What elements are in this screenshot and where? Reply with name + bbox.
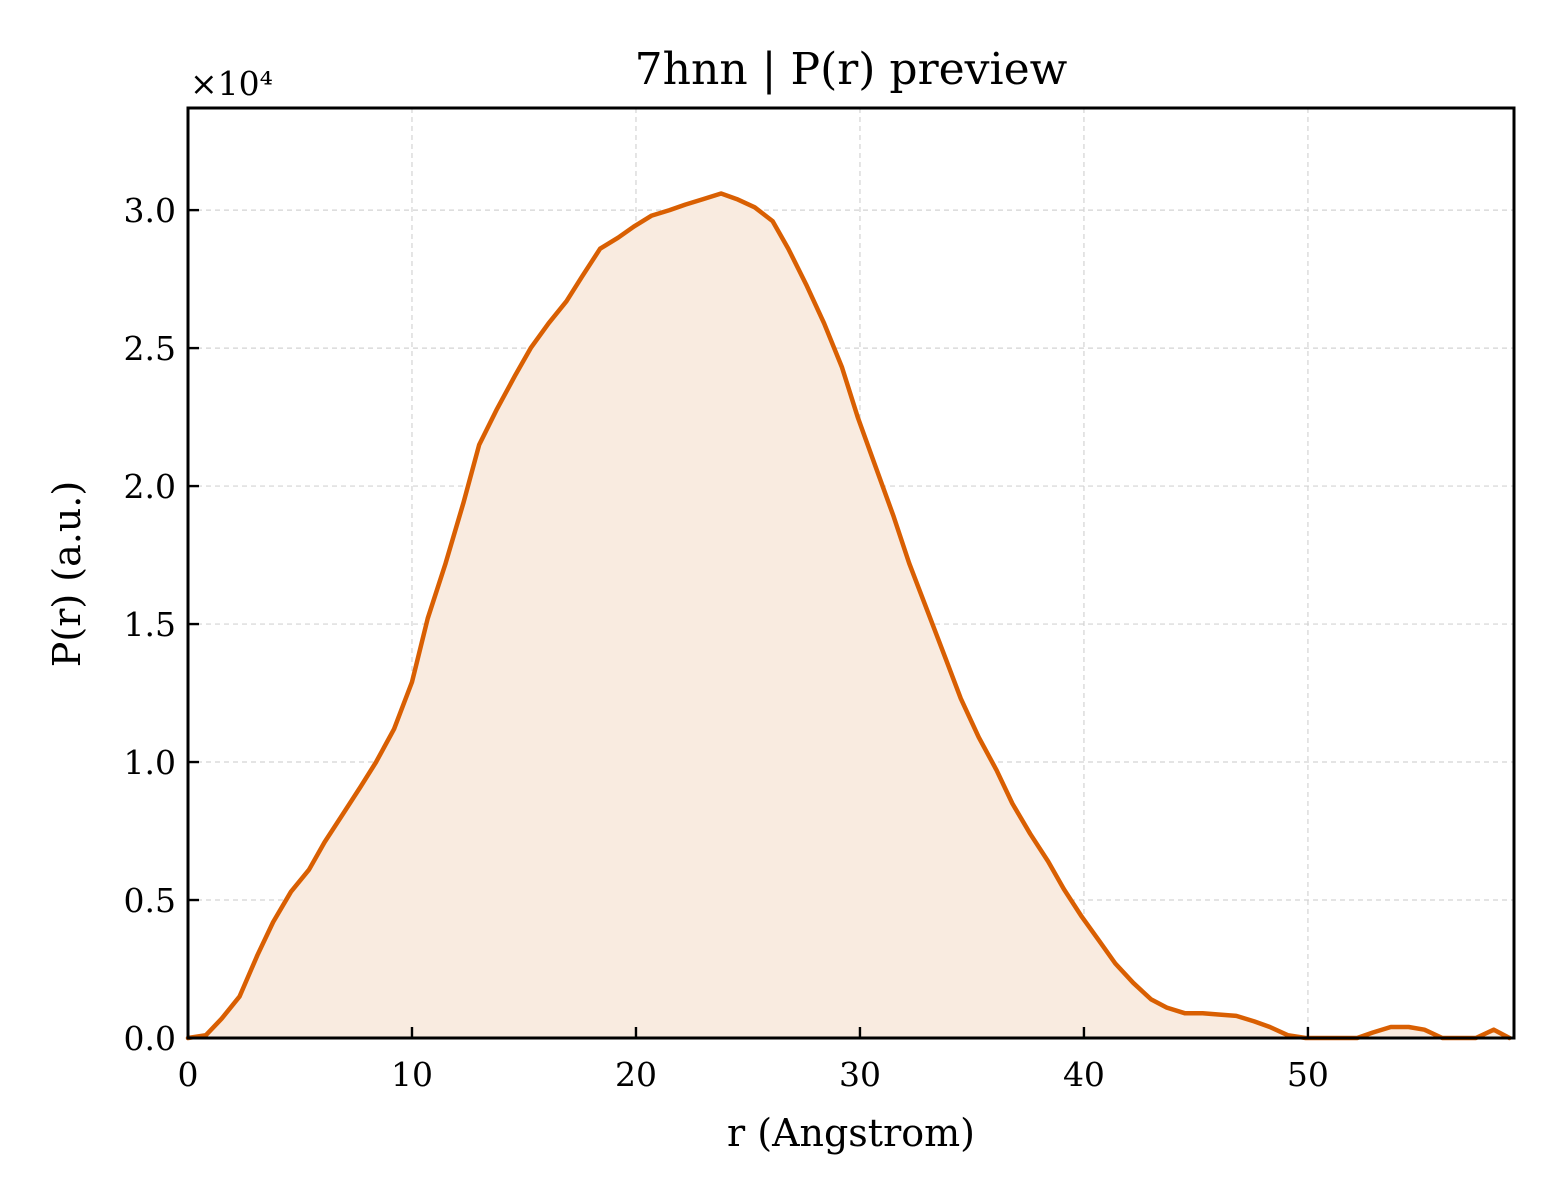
plot-frame	[186, 106, 1516, 1040]
x-tick-label: 0	[178, 1055, 199, 1094]
y-tick-label: 1.0	[124, 743, 176, 782]
x-tick-label: 40	[1063, 1055, 1105, 1094]
y-axis-label: P(r) (a.u.)	[45, 481, 89, 667]
y-axis-ticks: 0.0 0.5 1.0 1.5 2.0 2.5 3.0	[124, 191, 199, 1058]
x-axis-label: r (Angstrom)	[727, 1111, 975, 1155]
y-axis-multiplier: ×10⁴	[190, 64, 273, 103]
x-tick-label: 50	[1287, 1055, 1329, 1094]
chart-title: 7hnn | P(r) preview	[635, 44, 1068, 95]
x-tick-label: 10	[391, 1055, 433, 1094]
x-axis-ticks: 0 10 20 30 40 50	[178, 1027, 1329, 1094]
y-tick-label: 2.0	[124, 467, 176, 506]
pr-curve-line	[185, 191, 1512, 1041]
y-tick-label: 0.5	[124, 881, 176, 920]
y-tick-label: 0.0	[124, 1019, 176, 1058]
y-tick-label: 1.5	[124, 605, 176, 644]
x-tick-label: 30	[839, 1055, 881, 1094]
x-tick-label: 20	[615, 1055, 657, 1094]
y-tick-label: 2.5	[124, 329, 176, 368]
y-tick-label: 3.0	[124, 191, 176, 230]
pr-area-fill	[188, 193, 1510, 1038]
